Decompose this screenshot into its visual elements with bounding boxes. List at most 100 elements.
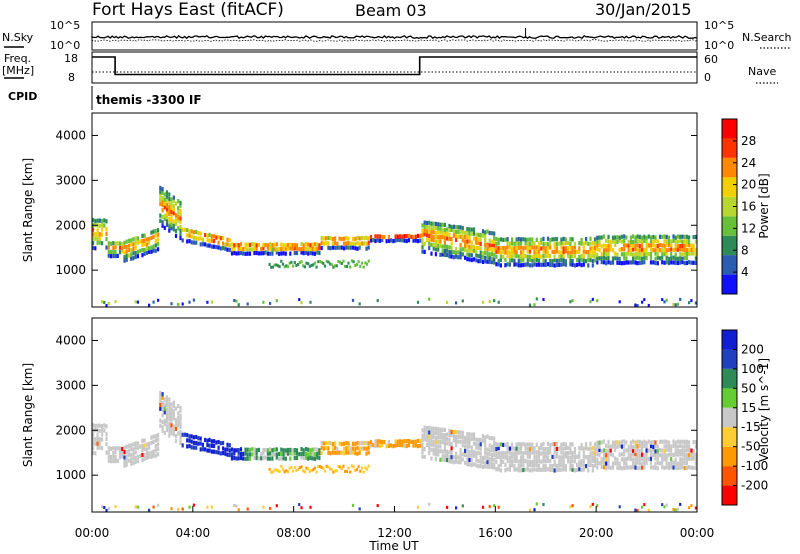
power-cell: [596, 235, 599, 240]
power-cell: [663, 252, 666, 257]
power-cell: [331, 241, 334, 246]
power-cell: [625, 260, 628, 265]
power-cell: [262, 246, 265, 251]
power-cell: [103, 223, 106, 228]
velocity-cell: [694, 465, 697, 471]
power-cell: [396, 234, 399, 239]
power-cell: [434, 252, 437, 257]
velocity-cell: [452, 455, 455, 460]
velocity-cell: [271, 470, 274, 474]
velocity-cell: [179, 408, 182, 413]
velocity-cell: [206, 448, 209, 453]
velocity-cell: [535, 467, 538, 472]
velocity-cell: [226, 452, 229, 457]
velocity-cell: [127, 448, 131, 453]
velocity-cell: [192, 445, 195, 450]
velocity-cell: [690, 456, 693, 461]
velocity-cell: [607, 452, 610, 458]
power-cell: [694, 256, 697, 261]
velocity-cell: [96, 433, 99, 438]
power-cell: [670, 239, 673, 244]
power-cell: [511, 249, 514, 255]
power-cell: [616, 256, 619, 261]
power-cell: [423, 224, 426, 229]
power-cell: [105, 231, 108, 236]
velocity-cell: [676, 507, 679, 511]
velocity-cell: [511, 454, 514, 460]
power-cell: [602, 243, 606, 248]
power-cell: [428, 245, 431, 251]
power-cell: [109, 249, 113, 254]
velocity-cell: [280, 464, 283, 468]
velocity-cell: [670, 465, 673, 470]
power-cell: [213, 238, 216, 244]
power-cell: [495, 236, 498, 242]
power-cell: [318, 260, 322, 263]
power-cell: [123, 255, 126, 260]
power-cell: [490, 239, 494, 244]
power-cell: [443, 248, 446, 253]
power-cell: [466, 231, 469, 236]
power-cell: [255, 246, 258, 251]
power-cell: [157, 228, 160, 233]
velocity-cell: [475, 442, 478, 447]
velocity-cell: [488, 457, 491, 462]
power-cell: [495, 249, 498, 254]
velocity-cell: [170, 410, 173, 415]
velocity-cell: [188, 434, 191, 439]
velocity-cell: [311, 447, 314, 452]
velocity-cell: [210, 449, 213, 454]
power-cell: [647, 303, 650, 307]
power-cell: [560, 245, 563, 250]
colorbar-tick-label: 16: [741, 200, 756, 214]
velocity-cell: [585, 455, 588, 460]
velocity-cell: [479, 442, 482, 447]
velocity-cell: [403, 443, 406, 448]
velocity-cell: [616, 457, 619, 462]
power-cell: [562, 258, 565, 263]
power-cell: [694, 252, 697, 257]
velocity-cell: [573, 459, 576, 464]
velocity-cell: [481, 464, 485, 469]
power-cell: [585, 241, 588, 246]
velocity-cell: [593, 454, 597, 460]
power-cell: [472, 231, 476, 236]
velocity-cell: [455, 451, 458, 456]
velocity-cell: [472, 453, 476, 458]
power-cell: [468, 235, 471, 240]
velocity-cell: [271, 452, 274, 457]
power-cell: [112, 249, 115, 255]
velocity-cell: [647, 439, 650, 444]
velocity-cell: [461, 439, 464, 444]
velocity-cell: [459, 460, 462, 465]
power-cell: [233, 246, 236, 251]
velocity-cell: [499, 468, 502, 473]
power-cell: [515, 250, 518, 255]
velocity-cell: [434, 444, 437, 449]
velocity-cell: [355, 468, 358, 472]
velocity-cell: [253, 455, 256, 461]
velocity-cell: [560, 458, 563, 463]
velocity-cell: [210, 439, 213, 444]
velocity-cell: [611, 444, 615, 449]
velocity-cell: [569, 446, 572, 451]
velocity-cell: [464, 435, 467, 440]
power-cell: [349, 265, 352, 269]
velocity-cell: [430, 426, 433, 431]
velocity-cell: [130, 447, 133, 452]
power-cell: [242, 251, 245, 256]
power-cell: [506, 240, 509, 245]
velocity-cell: [253, 451, 256, 456]
power-cell: [607, 243, 610, 249]
velocity-cell: [161, 428, 164, 433]
power-cell: [179, 200, 182, 205]
velocity-cell: [302, 451, 305, 456]
power-cell: [125, 253, 128, 258]
velocity-cell: [674, 448, 677, 453]
velocity-cell: [499, 451, 502, 456]
power-cell: [286, 265, 290, 269]
velocity-cell: [533, 459, 536, 464]
power-cell: [665, 242, 668, 247]
velocity-cell: [94, 437, 97, 442]
power-cell: [654, 239, 657, 244]
